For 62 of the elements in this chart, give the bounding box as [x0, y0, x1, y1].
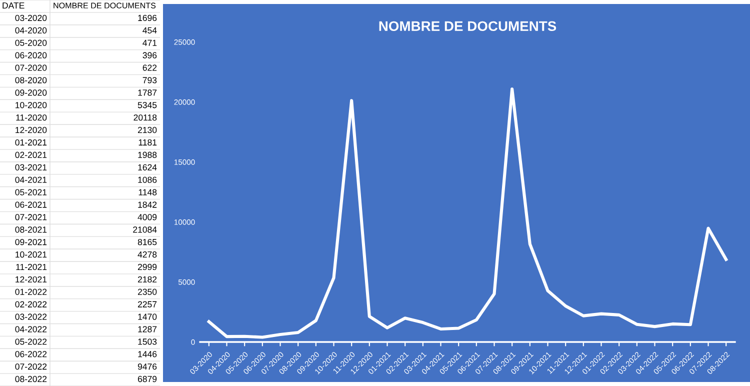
category-label: 05-2021 [15, 189, 47, 196]
category-label: 05-2020 [15, 40, 47, 46]
category-label: 11-2020 [16, 114, 47, 121]
text: 2130 [138, 126, 157, 134]
category-label: 12-2021 [16, 276, 47, 283]
category-label: 08-2020 [15, 77, 47, 84]
category-label: 03-2020 [15, 14, 47, 22]
category-label: 03-2021 [15, 164, 47, 170]
text: 2350 [138, 288, 157, 295]
text: 1988 [138, 152, 157, 158]
text: 1787 [138, 90, 157, 96]
text: 6879 [138, 376, 157, 382]
category-label: 09-2021 [15, 238, 47, 246]
category-label: 09-2020 [15, 90, 47, 96]
text: 1842 [138, 202, 157, 208]
text: 622 [142, 64, 157, 71]
text: 9476 [138, 363, 157, 370]
text: 1503 [138, 338, 157, 345]
category-label: 04-2021 [15, 176, 47, 183]
text: 1287 [138, 326, 157, 332]
line-series [207, 87, 728, 339]
category-label: 02-2021 [15, 152, 47, 158]
text: 20118 [134, 114, 157, 121]
category-label: 01-2022 [15, 288, 47, 295]
category-label: 12-2020 [16, 126, 47, 134]
category-label: 01-2021 [15, 139, 47, 146]
category-label: 10-2021 [16, 251, 47, 258]
text: NOMBRE DE DOCUMENTS [54, 2, 156, 8]
text: 2999 [138, 264, 157, 270]
text: 454 [142, 27, 157, 34]
category-label: 06-2021 [15, 202, 47, 208]
category-label: 08-2021 [15, 226, 47, 233]
text: 1624 [138, 164, 157, 170]
text: 5345 [138, 102, 157, 108]
category-label: 07-2020 [15, 64, 47, 71]
category-label: 06-2020 [15, 52, 47, 58]
text: 793 [142, 77, 157, 84]
text: 1470 [138, 314, 157, 320]
text: 1696 [138, 14, 157, 22]
category-label: 03-2022 [15, 314, 47, 320]
text: 396 [142, 52, 157, 58]
category-label: 04-2020 [15, 27, 47, 34]
category-label: 11-2021 [16, 264, 47, 270]
category-label: 02-2022 [15, 301, 47, 308]
text: 2182 [138, 276, 157, 283]
category-label: 07-2021 [15, 214, 47, 220]
text: 1181 [138, 139, 157, 146]
text: 1446 [138, 351, 157, 358]
text: 21084 [133, 226, 157, 233]
text: 1086 [138, 176, 157, 183]
text: 4009 [138, 214, 157, 220]
text: DATE [2, 2, 24, 8]
text: 1148 [138, 189, 157, 196]
text: 471 [142, 40, 157, 46]
category-label: 05-2022 [15, 338, 47, 345]
category-label: 08-2022 [15, 376, 47, 382]
text: 2257 [138, 301, 157, 308]
chart-title: NOMBRE DE DOCUMENTS [379, 21, 556, 32]
text: 4278 [138, 251, 157, 258]
category-label: 04-2022 [15, 326, 47, 332]
text: 8165 [138, 238, 157, 246]
category-label: 10-2020 [16, 102, 47, 108]
